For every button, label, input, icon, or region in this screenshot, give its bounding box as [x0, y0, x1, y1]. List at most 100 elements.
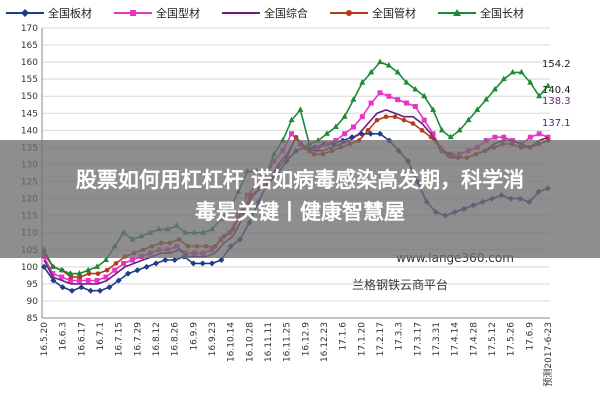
data-point: [501, 134, 507, 140]
data-point: [394, 68, 401, 75]
data-point: [67, 270, 74, 276]
end-value-label: 137.1: [542, 118, 571, 129]
x-tick-label: 16.10.28: [245, 322, 255, 362]
x-tick-label: 16.11.11: [264, 322, 274, 362]
data-point: [385, 62, 392, 68]
watermark-source: 兰格钢铁云商平台: [352, 277, 448, 292]
data-point: [209, 260, 215, 267]
data-point: [153, 260, 159, 267]
legend-label: 全国型材: [156, 6, 200, 20]
data-point: [527, 134, 533, 140]
y-tick-label: 90: [27, 297, 39, 307]
legend-marker: [346, 10, 352, 16]
legend-marker: [130, 10, 136, 16]
data-point: [199, 260, 206, 267]
y-tick-label: 170: [21, 24, 38, 34]
x-tick-label: 16.6.17: [77, 322, 87, 356]
data-point: [365, 128, 371, 133]
x-tick-label: 预测2017-6-23: [543, 322, 554, 387]
data-point: [87, 287, 94, 294]
data-point: [112, 267, 118, 273]
data-point: [121, 260, 127, 266]
end-value-label: 138.3: [542, 96, 571, 107]
data-point: [368, 100, 374, 106]
data-point: [85, 266, 92, 273]
data-point: [421, 92, 428, 99]
data-point: [359, 79, 366, 85]
data-point: [113, 261, 119, 266]
data-point: [527, 79, 534, 85]
data-point: [125, 270, 131, 277]
data-point: [386, 93, 392, 99]
legend-marker: [21, 9, 29, 17]
data-point: [76, 277, 82, 283]
legend-label: 全国管材: [372, 6, 416, 20]
data-point: [404, 100, 410, 106]
data-point: [171, 257, 178, 263]
data-point: [536, 92, 543, 99]
x-tick-label: 17.3.31: [432, 322, 442, 356]
banner-title[interactable]: 股票如何用杠杠杆 诺如病毒感染高发期，科学消 毒是关键丨健康智慧屋: [0, 164, 600, 228]
data-point: [289, 131, 295, 137]
data-point: [162, 257, 169, 263]
data-point: [474, 106, 481, 112]
data-point: [410, 121, 416, 126]
data-point: [49, 263, 56, 269]
legend: 全国板材 全国型材 全国综合 全国管材 全国长材: [6, 6, 524, 20]
x-tick-label: 17.6.9: [525, 322, 535, 351]
x-tick-label: 16.8.26: [171, 322, 181, 357]
data-point: [377, 130, 383, 137]
data-point: [401, 117, 407, 123]
data-point: [218, 257, 225, 263]
data-point: [509, 68, 516, 75]
data-point: [323, 130, 330, 136]
legend-marker: [453, 9, 461, 16]
x-tick-label: 17.3.17: [413, 322, 423, 356]
data-point: [41, 263, 47, 270]
data-point: [419, 128, 425, 133]
data-point: [190, 260, 197, 267]
data-point: [106, 284, 113, 291]
x-tick-label: 17.1.20: [357, 322, 367, 357]
data-point: [395, 97, 401, 103]
x-tick-label: 16.7.29: [133, 322, 143, 357]
data-point: [383, 114, 389, 120]
y-tick-label: 155: [21, 75, 38, 85]
data-point: [350, 124, 356, 130]
data-point: [134, 267, 141, 274]
data-point: [350, 96, 357, 102]
y-tick-label: 100: [21, 263, 38, 273]
data-point: [430, 131, 436, 137]
data-point: [483, 96, 490, 102]
data-point: [536, 131, 542, 137]
y-tick-label: 150: [21, 92, 38, 102]
data-point: [545, 82, 551, 88]
data-point: [341, 113, 348, 119]
y-tick-label: 165: [21, 41, 38, 51]
data-point: [104, 267, 110, 273]
x-tick-label: 17.3.3: [395, 322, 405, 351]
data-point: [377, 58, 383, 65]
data-point: [293, 134, 299, 140]
data-point: [421, 117, 427, 123]
data-point: [428, 134, 434, 140]
data-point: [392, 114, 398, 120]
data-point: [359, 114, 365, 120]
overlay-banner: [0, 140, 600, 258]
legend-label: 全国板材: [48, 6, 92, 20]
data-point: [143, 263, 150, 270]
banner-title-line2: 毒是关键丨健康智慧屋: [195, 200, 405, 224]
data-point: [288, 116, 295, 123]
x-tick-label: 16.9.23: [208, 322, 218, 356]
data-point: [69, 287, 75, 294]
data-point: [97, 287, 103, 294]
x-tick-label: 16.9.9: [189, 322, 199, 351]
data-point: [78, 284, 85, 291]
y-tick-label: 145: [21, 109, 38, 119]
x-tick-label: 16.7.15: [115, 322, 125, 356]
legend-label: 全国长材: [480, 6, 524, 20]
data-point: [86, 271, 92, 276]
banner-title-line1: 股票如何用杠杠杆 诺如病毒感染高发期，科学消: [75, 168, 525, 192]
data-point: [438, 126, 445, 133]
